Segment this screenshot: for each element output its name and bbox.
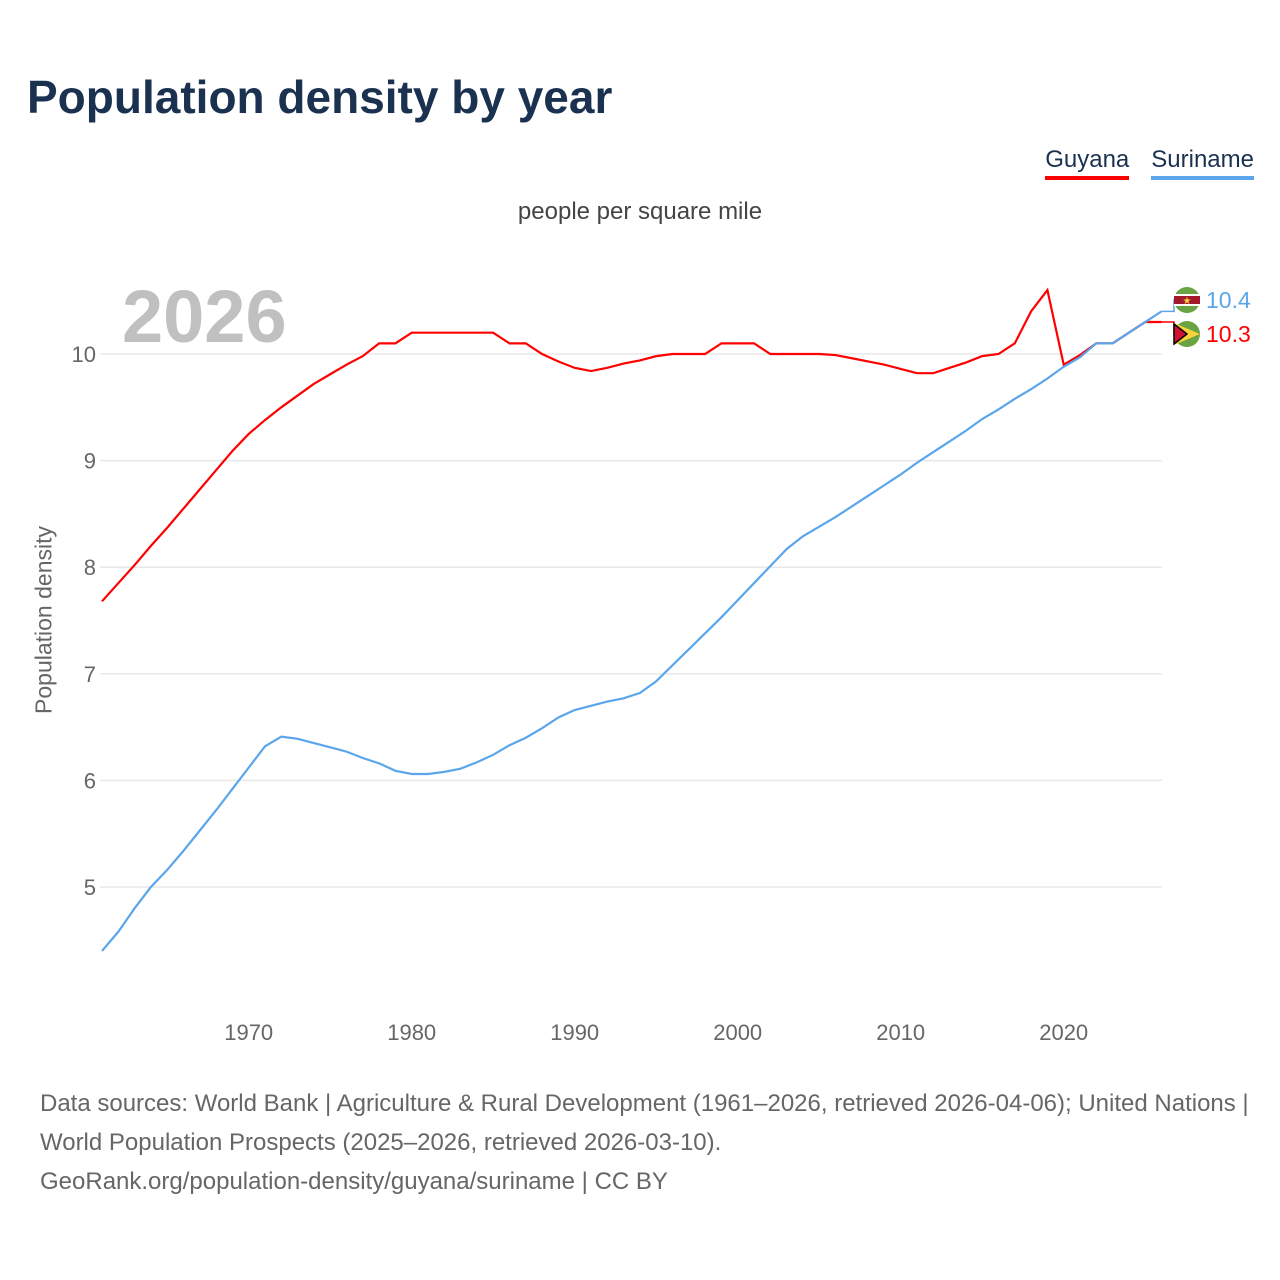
x-tick-label: 2020 bbox=[1039, 1020, 1088, 1045]
x-tick-label: 1970 bbox=[224, 1020, 273, 1045]
end-value-label: 10.3 bbox=[1206, 321, 1251, 347]
x-tick-label: 2000 bbox=[713, 1020, 762, 1045]
flag-stripe bbox=[1174, 296, 1200, 304]
star-icon: ★ bbox=[1183, 296, 1192, 307]
source-note: Data sources: World Bank | Agriculture &… bbox=[40, 1084, 1250, 1201]
y-tick-label: 10 bbox=[72, 342, 96, 367]
chart-title: Population density by year bbox=[27, 71, 613, 123]
x-tick-label: 1990 bbox=[550, 1020, 599, 1045]
legend-suriname[interactable]: Suriname bbox=[1151, 146, 1254, 180]
legend: Guyana Suriname bbox=[1045, 146, 1254, 180]
series-line-guyana bbox=[101, 287, 1162, 603]
series-line-suriname bbox=[101, 310, 1163, 952]
source-link[interactable]: GeoRank.org/population-density/guyana/su… bbox=[40, 1168, 668, 1195]
y-tick-label: 7 bbox=[84, 662, 96, 687]
line-chart: 2026 5 6 7 8 9 10 1970 1980 1990 2000 2010 2020 10.3… bbox=[72, 275, 1251, 1045]
y-tick-label: 5 bbox=[84, 875, 96, 900]
chart-subtitle: people per square mile bbox=[517, 198, 763, 225]
flag-triangle bbox=[1173, 322, 1189, 346]
year-watermark: 2026 bbox=[122, 275, 287, 358]
end-value-label: 10.4 bbox=[1206, 287, 1251, 313]
y-tick-label: 8 bbox=[84, 555, 96, 580]
legend-guyana[interactable]: Guyana bbox=[1045, 146, 1130, 180]
y-tick-label: 9 bbox=[84, 449, 96, 474]
x-tick-label: 2010 bbox=[876, 1020, 925, 1045]
source-line: Data sources: World Bank | Agriculture &… bbox=[40, 1090, 1249, 1156]
x-tick-label: 1980 bbox=[387, 1020, 436, 1045]
y-tick-label: 6 bbox=[84, 768, 96, 793]
